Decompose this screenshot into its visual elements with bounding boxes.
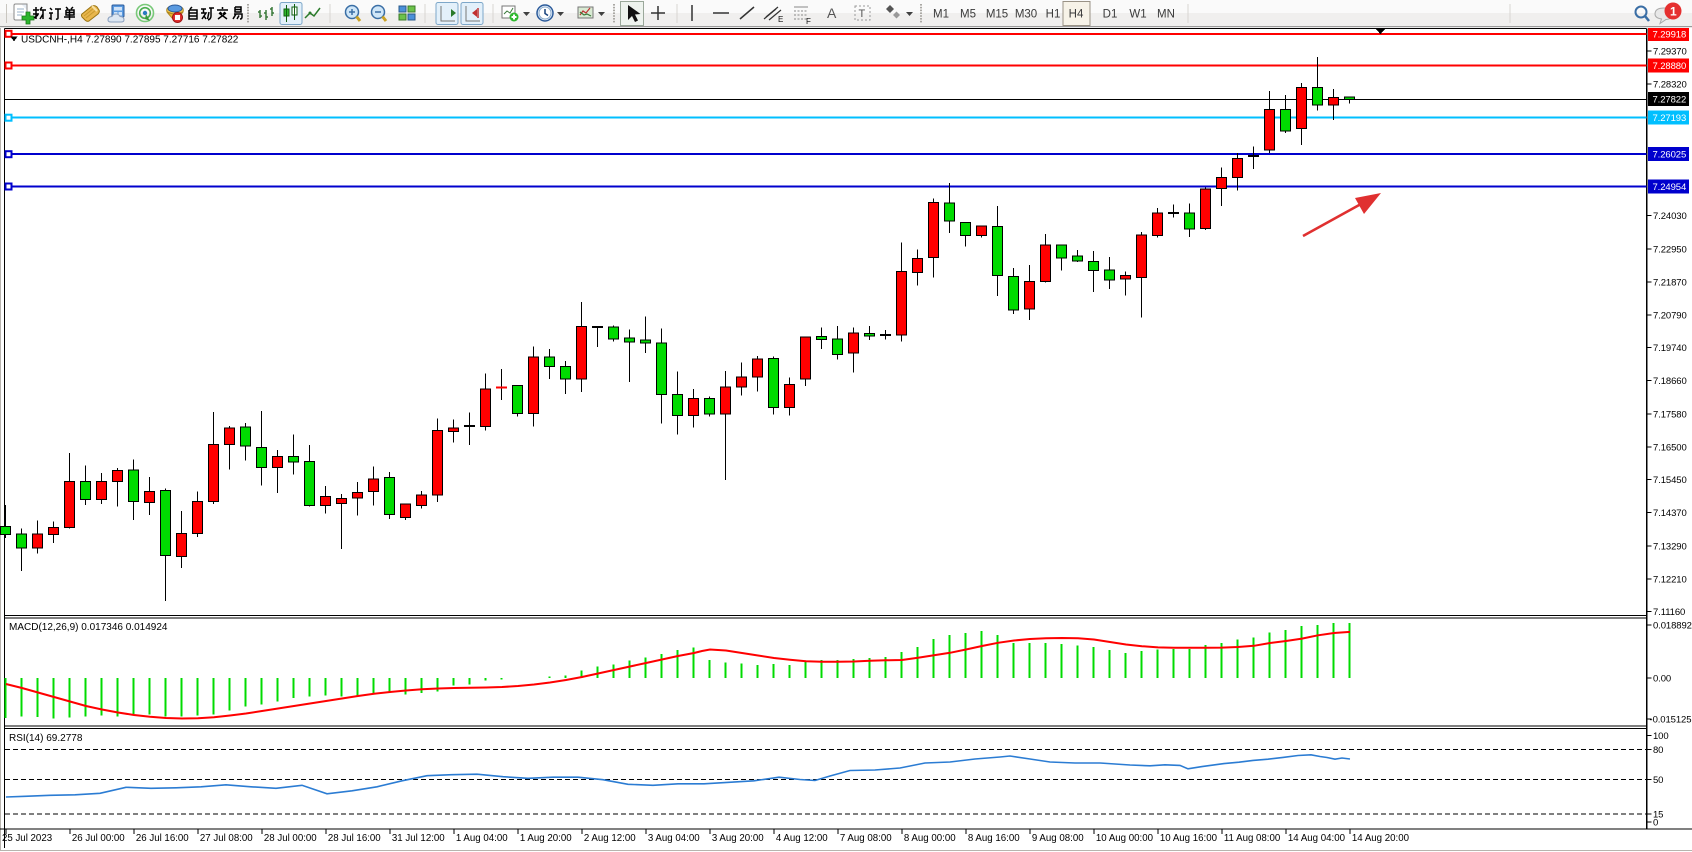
svg-text:8 Aug 16:00: 8 Aug 16:00 — [968, 833, 1020, 844]
svg-text:E: E — [778, 15, 783, 24]
svg-text:26 Jul 16:00: 26 Jul 16:00 — [136, 833, 189, 844]
svg-text:7.17580: 7.17580 — [1653, 409, 1687, 420]
svg-text:M1: M1 — [933, 9, 949, 21]
svg-text:26 Jul 00:00: 26 Jul 00:00 — [72, 833, 125, 844]
svg-text:4 Aug 12:00: 4 Aug 12:00 — [776, 833, 828, 844]
svg-text:T: T — [859, 8, 866, 20]
svg-text:50: 50 — [1653, 775, 1663, 786]
svg-text:7.24030: 7.24030 — [1653, 211, 1687, 222]
svg-text:D1: D1 — [1103, 9, 1118, 21]
svg-text:-0.015125: -0.015125 — [1650, 715, 1692, 726]
svg-text:7.19740: 7.19740 — [1653, 343, 1687, 354]
svg-text:7.12210: 7.12210 — [1653, 575, 1687, 586]
svg-text:100: 100 — [1653, 731, 1669, 742]
svg-text:7.28880: 7.28880 — [1653, 61, 1687, 72]
svg-text:F: F — [806, 17, 811, 26]
svg-text:7 Aug 08:00: 7 Aug 08:00 — [840, 833, 892, 844]
svg-text:14 Aug 04:00: 14 Aug 04:00 — [1288, 833, 1346, 844]
svg-text:7.29918: 7.29918 — [1653, 29, 1687, 40]
svg-text:7.16500: 7.16500 — [1653, 443, 1687, 454]
svg-text:A: A — [827, 5, 837, 21]
svg-text:10 Aug 00:00: 10 Aug 00:00 — [1096, 833, 1154, 844]
svg-text:7.24954: 7.24954 — [1653, 182, 1687, 193]
svg-text:0.018892: 0.018892 — [1653, 621, 1692, 632]
svg-text:11 Aug 08:00: 11 Aug 08:00 — [1224, 833, 1281, 844]
svg-text:15: 15 — [1653, 809, 1663, 820]
svg-text:7.21870: 7.21870 — [1653, 278, 1687, 289]
svg-text:7.11160: 7.11160 — [1653, 607, 1685, 618]
svg-text:7.15450: 7.15450 — [1653, 475, 1687, 486]
svg-text:7.27822: 7.27822 — [1653, 95, 1687, 106]
svg-text:7.14370: 7.14370 — [1653, 508, 1687, 519]
svg-text:W1: W1 — [1129, 9, 1146, 21]
svg-text:RSI(14) 69.2778: RSI(14) 69.2778 — [9, 733, 83, 744]
svg-text:31 Jul 12:00: 31 Jul 12:00 — [392, 833, 445, 844]
svg-text:USDCNH-,H4 7.27890 7.27895 7: USDCNH-,H4 7.27890 7.27895 7.27716 7.278… — [21, 35, 239, 46]
svg-text:10 Aug 16:00: 10 Aug 16:00 — [1160, 833, 1218, 844]
svg-text:H4: H4 — [1069, 9, 1084, 21]
svg-text:M5: M5 — [960, 9, 976, 21]
svg-text:25 Jul 2023: 25 Jul 2023 — [2, 833, 52, 844]
svg-text:80: 80 — [1653, 745, 1663, 756]
svg-text:8 Aug 00:00: 8 Aug 00:00 — [904, 833, 956, 844]
svg-text:M15: M15 — [986, 9, 1008, 21]
svg-text:0.00: 0.00 — [1653, 674, 1671, 685]
svg-text:9 Aug 08:00: 9 Aug 08:00 — [1032, 833, 1084, 844]
svg-text:7.18660: 7.18660 — [1653, 376, 1687, 387]
svg-text:3 Aug 04:00: 3 Aug 04:00 — [648, 833, 700, 844]
svg-text:1 Aug 20:00: 1 Aug 20:00 — [520, 833, 572, 844]
svg-text:3 Aug 20:00: 3 Aug 20:00 — [712, 833, 764, 844]
svg-text:1: 1 — [1670, 5, 1677, 19]
svg-text:7.22950: 7.22950 — [1653, 244, 1687, 255]
svg-text:7.13290: 7.13290 — [1653, 541, 1687, 552]
svg-text:MN: MN — [1157, 9, 1175, 21]
svg-text:7.26025: 7.26025 — [1653, 150, 1687, 161]
svg-text:0: 0 — [1653, 818, 1658, 829]
svg-text:2 Aug 12:00: 2 Aug 12:00 — [584, 833, 636, 844]
svg-text:M30: M30 — [1015, 9, 1037, 21]
svg-text:28 Jul 00:00: 28 Jul 00:00 — [264, 833, 317, 844]
svg-text:MACD(12,26,9) 0.017346 0.01492: MACD(12,26,9) 0.017346 0.014924 — [9, 622, 168, 633]
svg-text:28 Jul 16:00: 28 Jul 16:00 — [328, 833, 381, 844]
svg-text:14 Aug 20:00: 14 Aug 20:00 — [1352, 833, 1410, 844]
svg-text:7.27193: 7.27193 — [1653, 113, 1687, 124]
svg-text:7.29370: 7.29370 — [1653, 47, 1687, 58]
svg-text:1 Aug 04:00: 1 Aug 04:00 — [456, 833, 508, 844]
svg-text:27 Jul 08:00: 27 Jul 08:00 — [200, 833, 253, 844]
svg-text:H1: H1 — [1046, 9, 1061, 21]
svg-text:7.20790: 7.20790 — [1653, 311, 1687, 322]
svg-text:7.28320: 7.28320 — [1653, 80, 1687, 91]
